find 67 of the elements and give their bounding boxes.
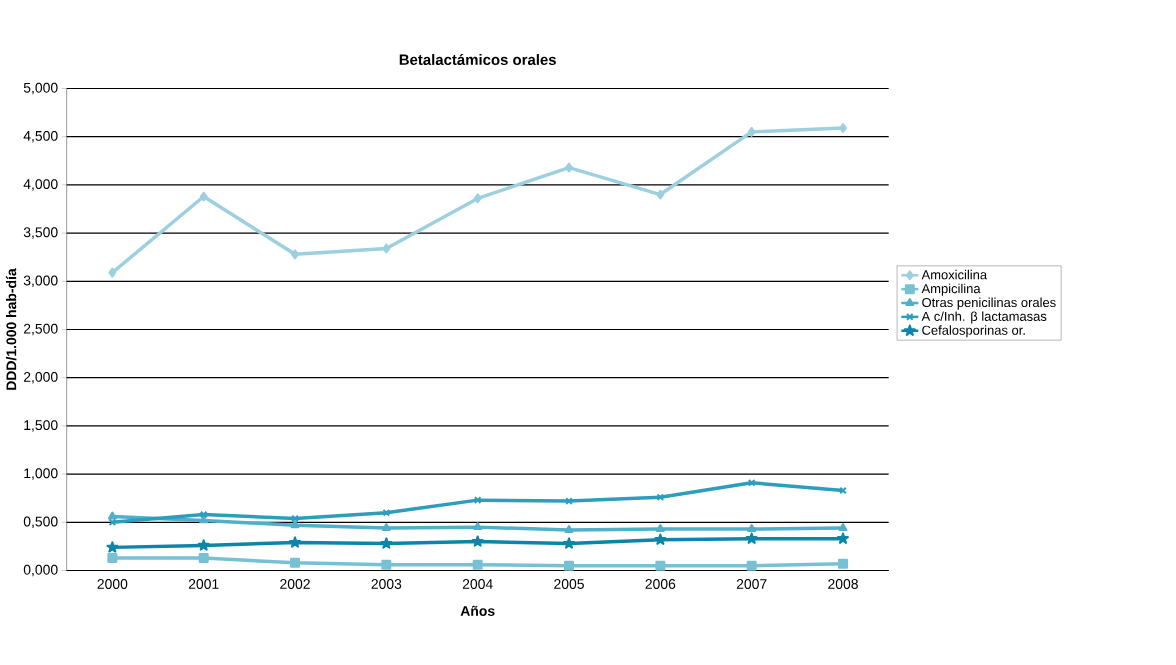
point (473, 193, 482, 204)
legend-label: Amoxicilina (921, 269, 988, 280)
point (473, 522, 483, 531)
point (655, 560, 666, 571)
y-tick-label: 2,500 (23, 323, 58, 336)
point (197, 539, 210, 551)
point (472, 559, 483, 570)
point (838, 523, 848, 532)
point (839, 123, 847, 134)
x-tick-label: 2001 (188, 579, 219, 589)
y-tick-label: 0,500 (23, 516, 58, 529)
x-tick-label: 2004 (462, 579, 493, 589)
x-tick-label: 2008 (828, 579, 858, 589)
point (838, 558, 848, 569)
x-axis-title: Años (460, 605, 495, 616)
point (656, 189, 665, 200)
y-tick-label: 0,000 (23, 564, 58, 577)
point (198, 553, 209, 563)
legend-label: Ampicilina (921, 283, 981, 296)
y-tick-label: 5,000 (23, 82, 58, 95)
y-tick-label: 4,000 (23, 179, 58, 191)
y-tick-label: 3,500 (23, 227, 58, 239)
legend-label: Otras penicilinas orales (922, 297, 1056, 310)
x-tick-label: 2005 (554, 579, 584, 589)
y-tick-label: 2,000 (23, 371, 58, 384)
y-tick-label: 4,500 (23, 130, 58, 143)
legend-label: Cefalosporinas or. (922, 325, 1025, 338)
point (290, 557, 300, 568)
point (199, 510, 208, 519)
y-tick-label: 1,000 (24, 468, 58, 480)
point (471, 535, 484, 547)
point (381, 523, 391, 532)
point (199, 515, 209, 524)
x-tick-label: 2006 (645, 579, 676, 589)
point (564, 560, 574, 571)
point (199, 191, 208, 202)
x-tick-label: 2007 (736, 579, 767, 589)
point (380, 537, 393, 549)
point (107, 553, 118, 563)
chart-title: Betalactámicos orales (399, 53, 556, 66)
point (654, 533, 667, 545)
point (382, 508, 391, 517)
point (291, 249, 299, 260)
point (108, 267, 117, 278)
x-tick-label: 2003 (371, 579, 402, 589)
x-tick-label: 2000 (97, 579, 128, 589)
legend-label: A c/Inh. β lactamasas (921, 311, 1047, 324)
point (745, 532, 758, 544)
point (106, 541, 119, 553)
point (563, 537, 575, 549)
point (565, 162, 573, 173)
point (290, 520, 300, 529)
point (107, 511, 117, 520)
point (564, 525, 574, 534)
point (382, 243, 391, 254)
point (108, 518, 117, 527)
y-tick-label: 1,500 (24, 420, 58, 432)
point (655, 524, 665, 533)
point (747, 126, 756, 137)
point (289, 536, 301, 548)
point (746, 560, 757, 571)
y-tick-label: 3,000 (23, 275, 58, 288)
point (747, 524, 757, 533)
point (381, 559, 392, 570)
y-axis-title: DDD/1.000 hab-día (5, 268, 17, 390)
x-tick-label: 2002 (280, 579, 310, 589)
point (837, 532, 849, 544)
